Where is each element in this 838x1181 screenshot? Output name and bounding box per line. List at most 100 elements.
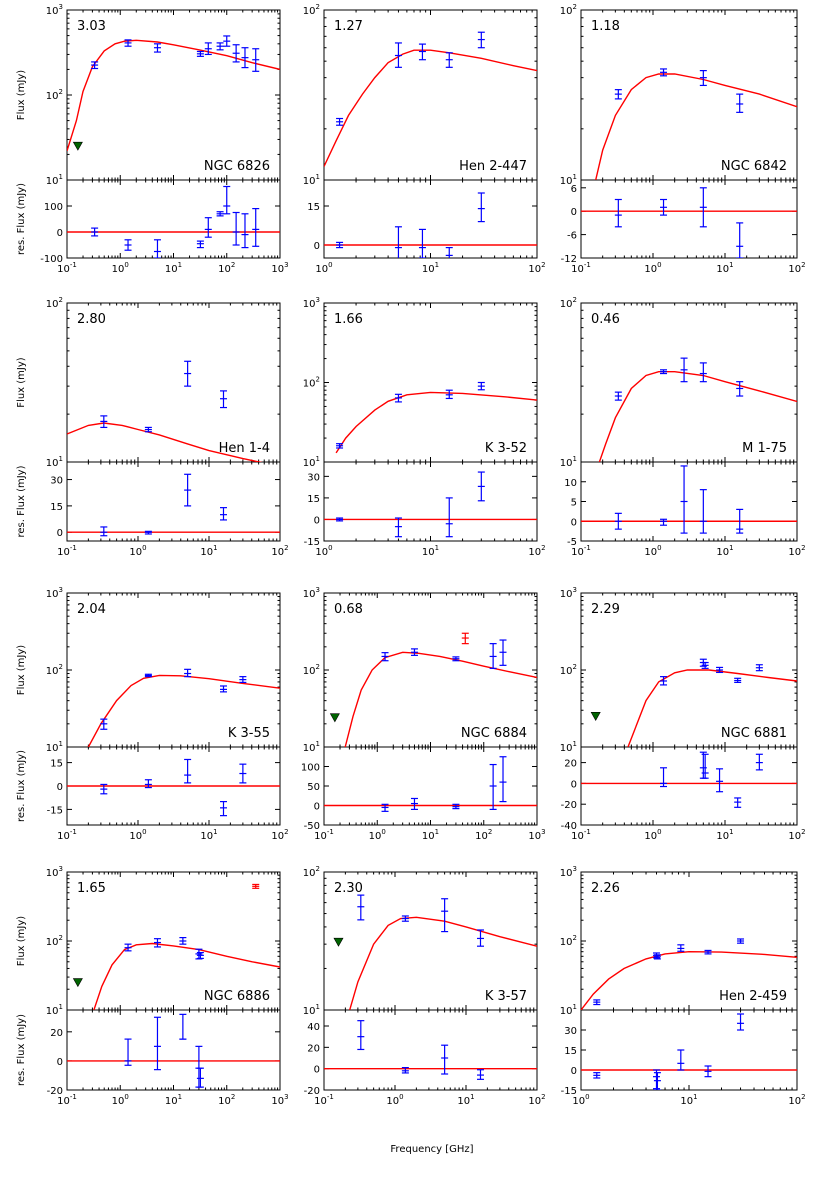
panel-value-label: 1.66 — [334, 312, 363, 327]
x-tick-label: 102 — [218, 1093, 235, 1107]
panel-object-name: NGC 6886 — [204, 989, 270, 1004]
data-point — [477, 31, 485, 49]
x-tick-exponent: -1 — [70, 828, 77, 836]
residual-point — [144, 779, 152, 789]
data-point — [394, 393, 402, 403]
x-tick-exponent: 0 — [657, 828, 661, 836]
residual-point — [124, 239, 132, 251]
residual-point — [736, 222, 744, 258]
panel-object-name: Hen 1-4 — [219, 441, 270, 456]
y-tick-label: 102 — [560, 3, 577, 17]
x-tick-label: 101 — [165, 261, 182, 275]
main-axes-frame — [580, 9, 798, 181]
data-point — [734, 677, 742, 684]
outlier-point — [252, 883, 260, 889]
x-tick-label: 103 — [271, 1093, 288, 1107]
residual-point — [100, 783, 108, 795]
panel-ngc-6886: 1 0 -1 100 101 102 103 101 102 103 -20 0 20 Flux (mJy… — [16, 865, 289, 1107]
y-tick-exponent: 2 — [573, 296, 577, 304]
x-tick-exponent: -1 — [584, 261, 591, 269]
panel-value-label: 3.03 — [77, 19, 106, 34]
x-tick-label: 103 — [528, 828, 545, 842]
res-y-tick-label: -100 — [40, 254, 63, 265]
res-y-tick-label: 30 — [307, 472, 320, 483]
residual-point — [734, 797, 742, 808]
data-point — [184, 668, 192, 678]
y-tick-label: 102 — [303, 3, 320, 17]
x-tick-label: 102 — [788, 1093, 805, 1107]
x-tick-exponent: 2 — [801, 1093, 805, 1101]
residual-point — [477, 192, 485, 223]
model-curve — [627, 669, 797, 747]
x-tick-exponent: 0 — [399, 1093, 403, 1101]
x-tick-label: 101 — [457, 1093, 474, 1107]
y-tick-exponent: 1 — [316, 740, 320, 748]
data-point — [614, 89, 622, 100]
y-tick-label: 103 — [303, 586, 320, 600]
main-plot-area — [324, 31, 537, 167]
data-point — [699, 362, 707, 383]
res-y-axis-label: res. Flux (mJy) — [16, 465, 27, 537]
residual-point — [660, 518, 668, 526]
residual-axes-frame — [66, 1009, 281, 1091]
residual-point — [660, 198, 668, 216]
y-tick-exponent: 2 — [316, 3, 320, 11]
data-point — [699, 70, 707, 87]
x-tick-label: 102 — [528, 544, 545, 558]
outlier-point — [461, 632, 469, 645]
x-tick-label: 103 — [271, 261, 288, 275]
data-point — [124, 39, 132, 47]
res-y-tick-label: -12 — [561, 254, 577, 265]
residual-point — [737, 1013, 745, 1031]
x-tick-exponent: 2 — [541, 261, 545, 269]
y-tick-label: 102 — [560, 663, 577, 677]
y-tick-label: 102 — [46, 88, 63, 102]
residual-point — [660, 767, 668, 788]
residual-point — [499, 756, 507, 803]
y-tick-label: 101 — [303, 740, 320, 754]
panel-value-label: 1.65 — [77, 881, 106, 896]
residual-point — [394, 226, 402, 258]
y-tick-label: 103 — [560, 865, 577, 879]
data-point — [614, 391, 622, 401]
residual-point — [445, 497, 453, 538]
y-axis-label: Flux (mJy) — [16, 70, 27, 120]
data-point — [144, 426, 152, 433]
x-tick-exponent: 1 — [178, 1093, 182, 1101]
data-point — [219, 390, 227, 409]
y-tick-exponent: 1 — [573, 173, 577, 181]
data-point — [452, 656, 460, 662]
res-y-tick-label: 5 — [571, 498, 577, 509]
residual-plot-area — [67, 758, 280, 817]
residual-point — [239, 763, 247, 784]
residual-point — [124, 1038, 132, 1066]
x-tick-label: 102 — [528, 261, 545, 275]
residual-point — [445, 247, 453, 258]
panel-object-name: K 3-55 — [228, 726, 270, 741]
res-y-tick-label: 15 — [50, 759, 63, 770]
y-tick-label: 101 — [303, 455, 320, 469]
res-y-tick-label: 0 — [314, 515, 320, 526]
model-curve — [598, 371, 797, 462]
data-point — [593, 999, 601, 1006]
panel-object-name: Hen 2-447 — [459, 159, 527, 174]
res-y-tick-label: -50 — [304, 821, 320, 832]
y-tick-exponent: 3 — [573, 586, 577, 594]
residual-point — [252, 208, 260, 247]
residual-point — [704, 1065, 712, 1078]
model-curve — [93, 942, 280, 1010]
y-tick-label: 103 — [46, 3, 63, 17]
data-point — [179, 937, 187, 945]
panel-value-label: 1.18 — [591, 19, 620, 34]
data-point — [441, 898, 449, 933]
res-y-tick-label: -20 — [47, 1086, 63, 1097]
panel-object-name: NGC 6842 — [721, 159, 787, 174]
residual-point — [418, 228, 426, 258]
data-point — [216, 42, 224, 51]
upper-limit-marker — [329, 713, 340, 723]
residual-axes-frame — [580, 1009, 798, 1091]
x-tick-label: 102 — [271, 544, 288, 558]
data-point — [410, 648, 418, 656]
residual-point — [153, 1016, 161, 1071]
residual-point — [394, 517, 402, 538]
